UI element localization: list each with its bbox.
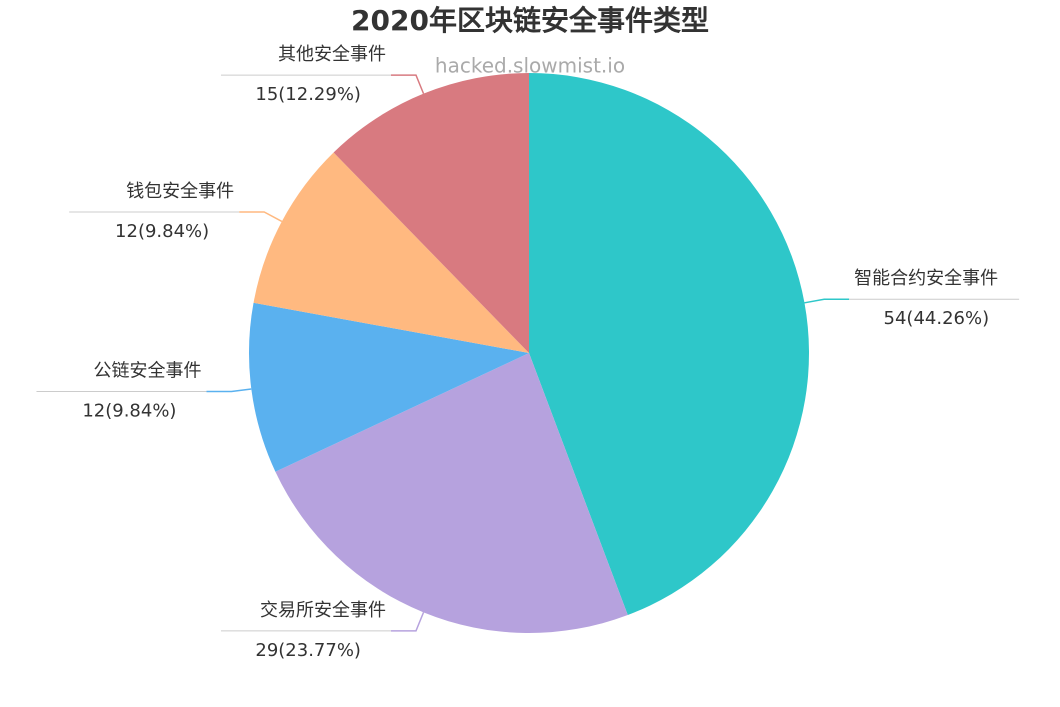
label-line [390, 74, 425, 94]
label-line [206, 388, 252, 393]
slice-label: 交易所安全事件 [260, 600, 386, 621]
slice-label: 公链安全事件 [93, 361, 201, 382]
label-line [804, 298, 850, 304]
pie-slice [529, 73, 809, 616]
label-line [239, 211, 283, 223]
slice-label: 智能合约安全事件 [854, 268, 998, 289]
pie-slice [275, 353, 628, 633]
chart-title: 2020年区块链安全事件类型 [351, 4, 709, 37]
slice-label: 钱包安全事件 [126, 181, 234, 202]
slice-value-label: 12(9.84%) [82, 401, 176, 422]
pie-slice [333, 73, 529, 353]
slice-value-label: 12(9.84%) [115, 221, 209, 242]
slice-value-label: 15(12.29%) [255, 84, 361, 105]
pie-slice [253, 152, 530, 353]
slice-label: 其他安全事件 [278, 44, 386, 65]
slice-value-label: 29(23.77%) [255, 640, 361, 661]
pie-slice [248, 302, 529, 472]
slice-value-label: 54(44.26%) [884, 308, 990, 329]
label-line [390, 612, 425, 632]
